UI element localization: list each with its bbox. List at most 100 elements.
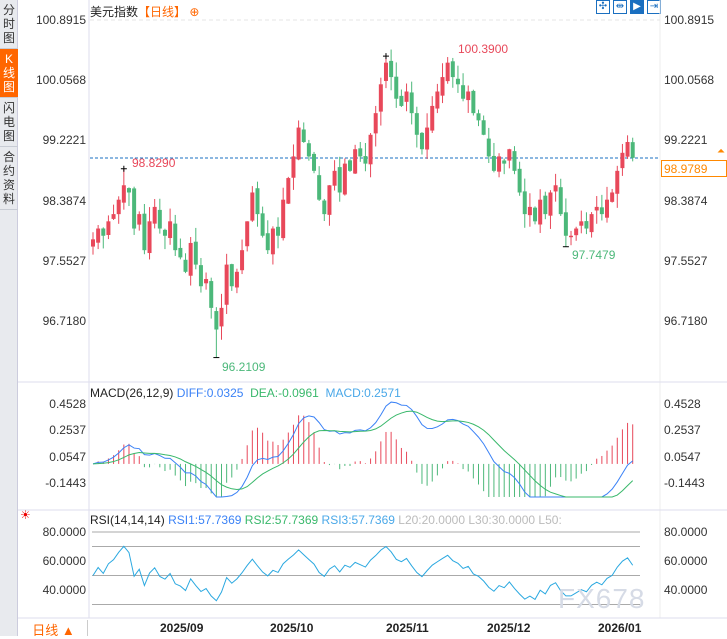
rsi-legend: RSI(14,14,14) RSI1:57.7369 RSI2:57.7369 … [90, 513, 656, 527]
candle-body [250, 192, 255, 221]
candle-body [569, 235, 574, 238]
candle-body [584, 221, 589, 229]
macd-title: MACD(26,12,9) [90, 386, 174, 400]
candle-body [162, 229, 167, 236]
tab-contract-info[interactable]: 合约资料 [0, 147, 18, 210]
price-tick: 99.2221 [664, 133, 708, 148]
candle-body [198, 265, 203, 287]
plus-circle-icon[interactable]: ⊕ [186, 5, 200, 19]
play-range-icon[interactable]: ▶ [630, 0, 644, 14]
candle-body [563, 212, 568, 236]
period-selector[interactable]: 日线 ▲ [20, 620, 88, 638]
macd-tick: 0.0547 [664, 449, 701, 464]
macd-dea: DEA:-0.0961 [250, 386, 319, 400]
candle-body [193, 241, 198, 265]
candle-body [599, 207, 604, 215]
candle-body [378, 84, 383, 112]
macd-tick: 0.2537 [49, 423, 86, 438]
candle-body [332, 170, 337, 186]
macd-diff: DIFF:0.0325 [176, 386, 244, 400]
crosshair-icon[interactable]: ✣ [596, 0, 610, 14]
tab-timeshare[interactable]: 分时图 [0, 0, 18, 49]
macd-tick: 0.4528 [664, 397, 701, 411]
candle-body [538, 199, 543, 225]
dea-line [92, 410, 634, 498]
candle-body [306, 143, 311, 157]
candle-body [157, 209, 162, 229]
price-tick: 99.2221 [42, 133, 86, 148]
price-tick: 96.7180 [42, 314, 86, 328]
candle-body [630, 142, 635, 158]
symbol-name: 美元指数 [90, 5, 139, 19]
rsi-tick: 80.0000 [42, 525, 86, 539]
tab-kline[interactable]: K线图 [0, 49, 18, 98]
candle-body [245, 221, 250, 247]
candle-body [548, 192, 553, 216]
date-tick: 2025/10 [270, 621, 314, 635]
candle-body [419, 132, 424, 150]
candle-body [574, 228, 579, 236]
candle-body [389, 60, 394, 78]
candle-body [471, 90, 476, 114]
candle-body [394, 76, 399, 99]
candle-body [152, 206, 157, 224]
candle-body [126, 188, 131, 193]
price-tick: 96.7180 [664, 314, 708, 328]
tab-flash[interactable]: 闪电图 [0, 98, 18, 147]
candle-body [517, 168, 522, 193]
l20: L20:20.0000 [398, 513, 465, 527]
candle-body [106, 221, 111, 235]
candle-body [260, 213, 265, 236]
candle-body [461, 85, 466, 99]
candle-body [291, 156, 296, 178]
macd-tick: 0.2537 [664, 423, 701, 438]
macd-tick: 0.0547 [49, 449, 86, 464]
candle-body [219, 307, 224, 327]
low-annotation: 96.2109 [222, 360, 266, 374]
candle-body [204, 279, 209, 284]
candle-body [533, 207, 538, 222]
candle-body [404, 91, 409, 102]
candle-body [512, 151, 517, 171]
chart-toolbar: ✣ ⇹ ▶ ⇥ [596, 0, 661, 14]
candle-body [476, 113, 481, 121]
chart-title: 美元指数【日线】 ⊕ [90, 3, 199, 20]
rsi2: RSI2:57.7369 [244, 513, 319, 527]
l30: L30:30.0000 [468, 513, 536, 527]
candle-body [348, 160, 352, 171]
candle-body [116, 199, 121, 215]
candle-body [615, 170, 620, 194]
candle-body [620, 152, 625, 169]
candle-body [121, 185, 126, 203]
candle-body [414, 113, 419, 135]
expand-up-icon[interactable]: ⏶ [717, 146, 725, 157]
period-label[interactable]: 【日线】 [138, 5, 187, 19]
candle-body [255, 188, 260, 215]
price-tick: 98.3874 [42, 193, 86, 208]
right-low-annotation: 97.7479 [572, 248, 616, 262]
candle-body [445, 62, 450, 82]
candle-body [579, 221, 584, 226]
candle-body [440, 77, 445, 96]
candle-body [240, 250, 245, 271]
macd-tick: -0.1443 [45, 476, 86, 490]
candle-body [111, 214, 116, 219]
sidebar: 分时图 K线图 闪电图 合约资料 [0, 0, 18, 636]
price-tick: 100.0568 [664, 73, 715, 88]
candle-body [265, 233, 270, 251]
candle-body [368, 134, 373, 165]
candle-body [214, 311, 219, 330]
candle-body [137, 214, 142, 225]
candle-body [317, 175, 322, 200]
candle-body [91, 239, 95, 247]
rsi-tick: 80.0000 [664, 525, 708, 539]
zoom-range-icon[interactable]: ⇹ [613, 0, 627, 14]
current-price-box: 98.9789 [661, 160, 727, 177]
candle-body [502, 160, 507, 164]
candle-body [450, 61, 455, 78]
candle-body [286, 178, 291, 204]
candle-body [507, 149, 512, 161]
candle-body [101, 228, 106, 236]
indicator-settings-icon[interactable]: ☀ [20, 508, 31, 522]
